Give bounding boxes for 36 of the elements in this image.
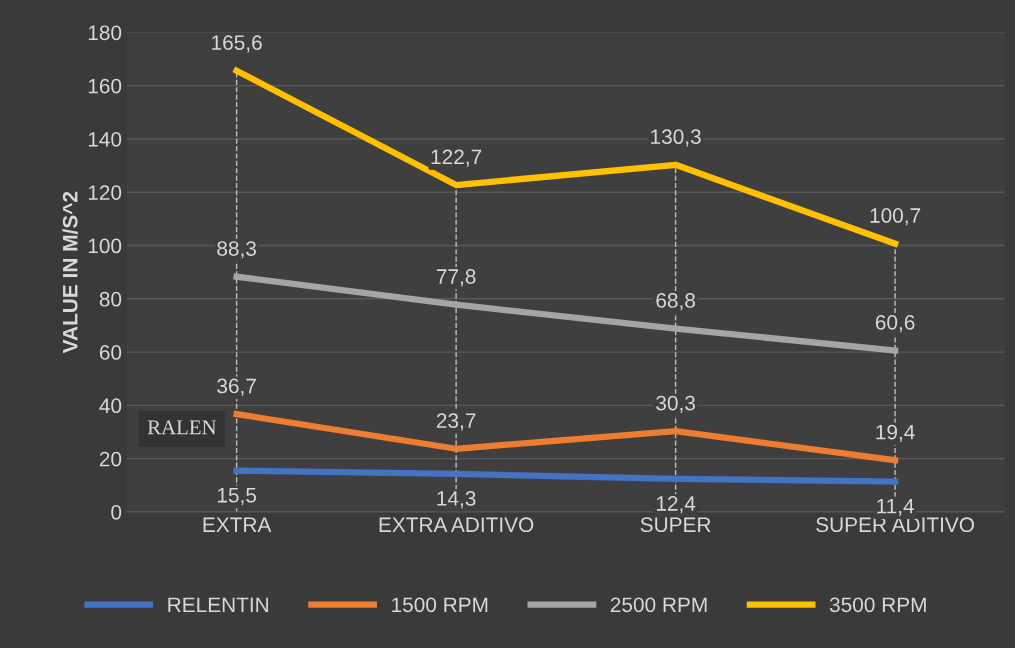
y-tick-label: 0 [111,504,122,520]
data-label: 88,3 [217,241,256,259]
x-tick-label: EXTRA [203,517,272,532]
annotation: RALEN [147,420,217,435]
data-label: 11,4 [877,498,914,516]
data-label: 23,7 [436,413,476,431]
x-tick-label: SUPER [640,517,711,533]
data-label: 36,7 [217,378,256,396]
data-label: 60,6 [875,314,915,333]
data-label: 165,6 [212,35,262,53]
data-label: 14,3 [437,491,476,509]
data-label: 77,8 [436,269,476,287]
y-tick-label: 160 [88,78,122,94]
x-tick-label: EXTRA ADITIVO [379,517,534,533]
data-label: 15,5 [217,488,257,506]
y-tick-label: 20 [99,451,122,467]
data-label: 30,3 [656,395,695,413]
data-label: 12,4 [656,496,696,514]
legend-label: 2500 RPM [610,597,707,613]
y-axis-title: VALUE IN M/S^2 [62,191,78,354]
y-tick-label: 40 [99,398,122,414]
x-tick-label: SUPER ADITIVO [816,517,974,533]
y-tick-label: 80 [99,291,122,307]
y-tick-label: 140 [88,131,122,147]
data-label: 100,7 [870,208,921,226]
data-label: 19,4 [876,424,915,442]
data-label: 68,8 [656,293,695,311]
y-tick-label: 100 [88,238,122,254]
y-tick-label: 60 [99,345,122,360]
y-tick-label: 180 [88,25,122,41]
legend-label: RELENTIN [168,597,269,612]
data-label: 122,7 [431,149,482,167]
legend-label: 1500 RPM [392,597,488,613]
legend-label: 3500 RPM [829,597,926,613]
data-label: 130,3 [651,129,701,147]
y-tick-label: 120 [88,185,122,200]
